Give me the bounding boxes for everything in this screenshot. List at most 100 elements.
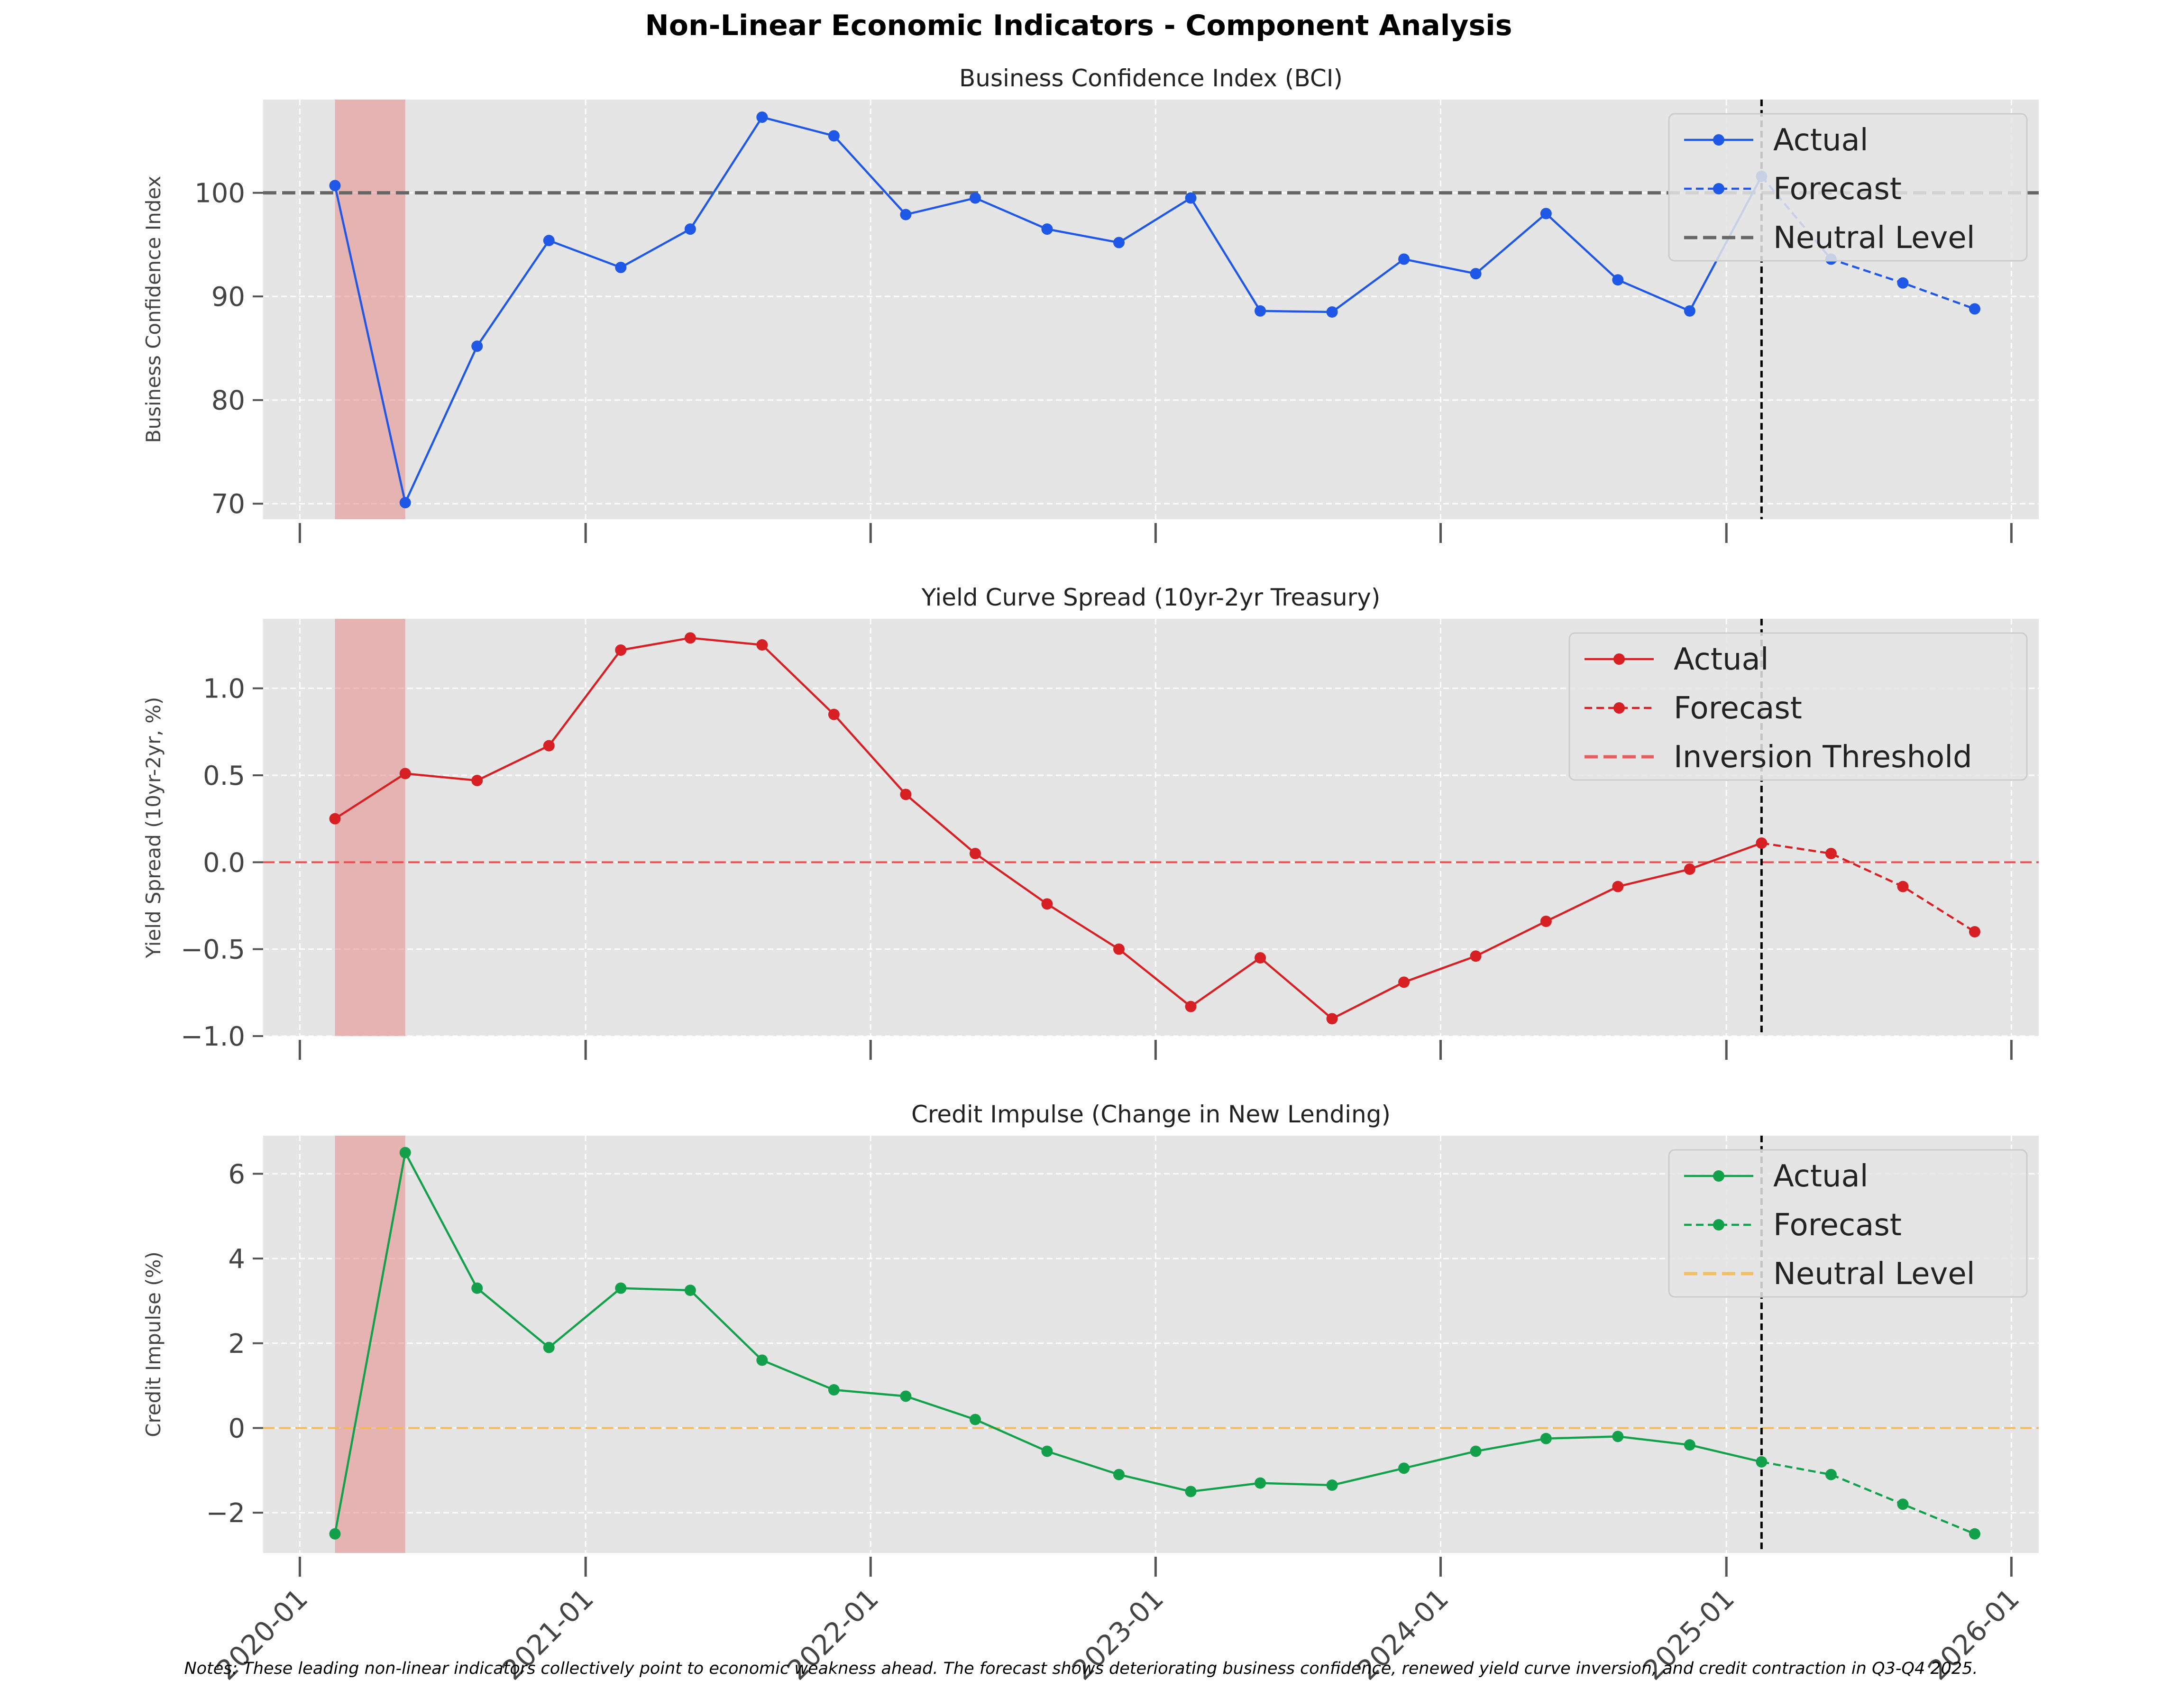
legend-actual-marker: [1713, 1170, 1724, 1182]
legend-forecast-marker: [1613, 702, 1625, 714]
forecast-series-line: [1761, 1460, 1975, 1535]
legend-actual-marker: [1613, 653, 1625, 665]
actual-point-19: [1684, 305, 1695, 317]
legend-label-1: Forecast: [1773, 172, 1902, 207]
actual-point-0: [329, 180, 341, 192]
shaded-region: [335, 619, 405, 1036]
panels: 70 80 90 100 Business Confidence Index (BCI)…: [142, 64, 2039, 1686]
forecast-point-2: [1897, 1498, 1909, 1510]
actual-point-6: [756, 639, 768, 651]
actual-point-1: [399, 497, 411, 509]
actual-point-20: [1756, 1456, 1768, 1468]
actual-point-7: [828, 1384, 840, 1396]
actual-point-14: [1326, 306, 1338, 318]
actual-point-13: [1255, 952, 1266, 964]
y-tick-label-1: 0: [228, 1413, 245, 1444]
forecast-point-2: [1897, 277, 1909, 289]
panel-title: Yield Curve Spread (10yr-2yr Treasury): [921, 584, 1381, 611]
legend-actual-marker: [1713, 134, 1724, 146]
legend-label-2: Neutral Level: [1773, 1257, 1975, 1292]
y-tick-label-2: 90: [211, 282, 245, 312]
actual-point-0: [329, 1528, 341, 1540]
forecast-point-1: [1825, 848, 1837, 859]
legend-label-0: Actual: [1674, 642, 1769, 677]
legend: Actual Forecast Inversion Threshold: [1568, 632, 2028, 781]
actual-point-0: [329, 813, 341, 825]
legend-label-2: Neutral Level: [1773, 220, 1975, 256]
actual-point-8: [900, 209, 912, 220]
actual-point-1: [399, 1147, 411, 1158]
actual-point-18: [1612, 274, 1624, 286]
actual-point-2: [471, 340, 483, 352]
forecast-point-3: [1969, 1528, 1980, 1540]
legend: Actual Forecast Neutral Level: [1668, 113, 2028, 262]
actual-point-11: [1113, 237, 1125, 248]
legend-box: [1668, 1149, 2028, 1298]
actual-point-15: [1398, 253, 1410, 265]
forecast-point-3: [1969, 303, 1980, 315]
y-tick-label-3: 100: [194, 178, 245, 209]
actual-point-17: [1540, 1433, 1552, 1444]
actual-point-7: [828, 130, 840, 142]
actual-point-12: [1185, 1486, 1197, 1497]
y-axis-label: Yield Spread (10yr-2yr, %): [142, 697, 165, 959]
actual-point-9: [969, 192, 981, 204]
actual-point-3: [543, 1341, 555, 1353]
actual-point-9: [969, 848, 981, 859]
legend-box: [1668, 113, 2028, 262]
actual-point-11: [1113, 943, 1125, 955]
actual-point-1: [399, 768, 411, 780]
legend-box: [1568, 632, 2028, 781]
actual-point-6: [756, 111, 768, 123]
legend-label-0: Actual: [1773, 1159, 1869, 1194]
actual-point-2: [471, 775, 483, 786]
legend-label-1: Forecast: [1674, 691, 1802, 726]
legend-forecast-marker: [1713, 1219, 1724, 1230]
y-tick-label-4: 6: [228, 1159, 245, 1190]
panel-title: Business Confidence Index (BCI): [959, 64, 1343, 92]
actual-point-2: [471, 1282, 483, 1294]
actual-point-5: [684, 632, 696, 644]
actual-point-16: [1470, 1445, 1482, 1457]
y-tick-label-1: −0.5: [181, 935, 245, 965]
actual-point-9: [969, 1414, 981, 1425]
y-tick-label-0: 70: [211, 489, 245, 520]
y-tick-label-1: 80: [211, 386, 245, 416]
y-tick-label-2: 2: [228, 1329, 245, 1359]
actual-point-15: [1398, 976, 1410, 988]
actual-point-12: [1185, 192, 1197, 204]
actual-point-10: [1041, 1445, 1053, 1457]
actual-point-4: [615, 1282, 627, 1294]
y-axis-label: Business Confidence Index: [142, 176, 165, 443]
actual-point-14: [1326, 1013, 1338, 1025]
actual-point-5: [684, 1285, 696, 1296]
actual-point-12: [1185, 1001, 1197, 1012]
actual-point-15: [1398, 1462, 1410, 1474]
legend-label-0: Actual: [1773, 123, 1869, 158]
y-tick-label-0: −1.0: [181, 1021, 245, 1052]
legend-forecast-marker: [1713, 183, 1724, 194]
actual-point-4: [615, 644, 627, 656]
actual-point-3: [543, 740, 555, 752]
actual-point-13: [1255, 1477, 1266, 1489]
y-tick-label-2: 0.0: [203, 847, 245, 878]
actual-point-11: [1113, 1469, 1125, 1480]
actual-point-14: [1326, 1479, 1338, 1491]
actual-point-8: [900, 1390, 912, 1402]
y-tick-label-3: 0.5: [203, 761, 245, 791]
panel-1: 70 80 90 100 Business Confidence Index (BCI)…: [142, 64, 2039, 543]
panel-2: −1.0 −0.5 0.0 0.5 1.0 Yield Curve Spread (10y…: [142, 584, 2039, 1060]
actual-point-17: [1540, 916, 1552, 927]
actual-point-10: [1041, 898, 1053, 910]
actual-point-7: [828, 708, 840, 720]
legend: Actual Forecast Neutral Level: [1668, 1149, 2028, 1298]
y-tick-label-4: 1.0: [203, 674, 245, 705]
forecast-series-line: [1761, 842, 1976, 933]
actual-point-3: [543, 235, 555, 247]
legend-label-1: Forecast: [1773, 1208, 1902, 1243]
y-tick-label-3: 4: [228, 1244, 245, 1275]
actual-point-4: [615, 262, 627, 273]
actual-point-17: [1540, 208, 1552, 220]
